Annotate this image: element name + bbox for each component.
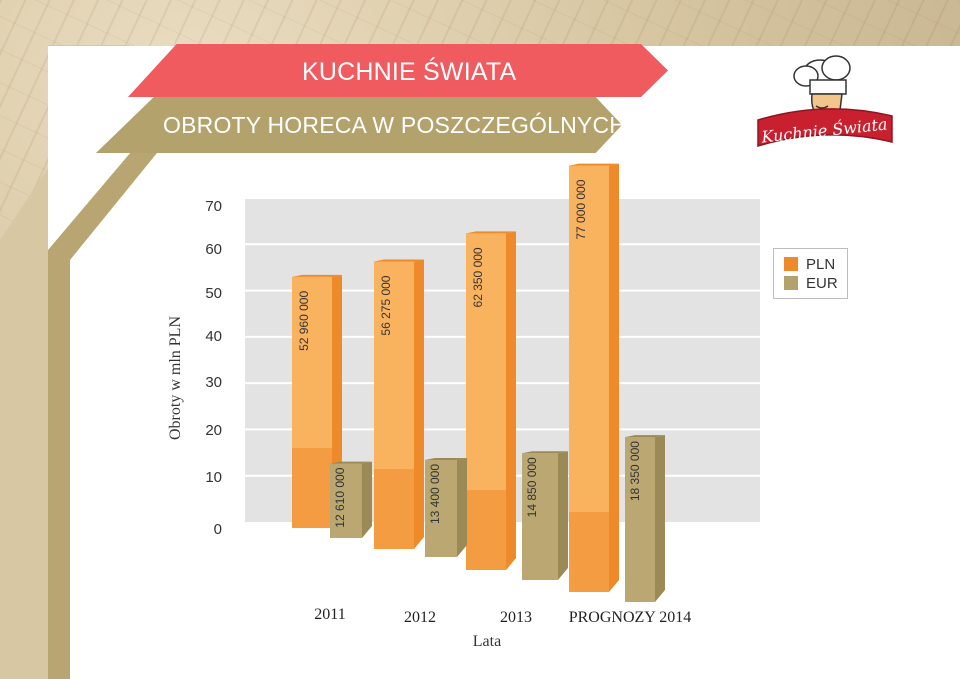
data-label: 18 350 000: [628, 441, 642, 501]
legend-item-eur: EUR: [784, 274, 838, 292]
legend-label: PLN: [806, 255, 836, 273]
y-axis-label: Obroty w mln PLN: [167, 316, 184, 440]
bar-eur: 13 400 000: [425, 457, 467, 557]
y-tick-label: 30: [205, 374, 222, 391]
legend-item-pln: PLN: [784, 255, 836, 273]
legend-swatch: [784, 276, 798, 290]
x-category-label: 2013: [500, 609, 532, 626]
bar-pln: 56 275 000: [374, 259, 424, 549]
chef-hat-icon: [793, 55, 851, 95]
data-label: 62 350 000: [471, 247, 485, 307]
bar-eur: 12 610 000: [330, 461, 372, 538]
chart-legend: PLN EUR: [773, 248, 848, 299]
x-category-label: 2011: [314, 606, 345, 623]
x-category-label: PROGNOZY 2014: [569, 609, 692, 626]
page-subtitle: OBROTY HORECA W POSZCZEGÓLNYCH LATACH: [163, 112, 722, 138]
x-axis-label: Lata: [473, 633, 501, 650]
data-label: 52 960 000: [297, 291, 311, 351]
y-tick-label: 40: [205, 328, 222, 345]
y-tick-label: 60: [205, 241, 222, 258]
legend-swatch: [784, 257, 798, 271]
y-tick-label: 20: [205, 422, 222, 439]
y-tick-label: 0: [214, 521, 222, 538]
x-category-label: 2012: [404, 609, 436, 626]
legend-label: EUR: [806, 274, 838, 292]
data-label: 14 850 000: [525, 457, 539, 517]
title-banner: [128, 44, 668, 97]
data-label: 56 275 000: [379, 275, 393, 335]
y-tick-label: 50: [205, 285, 222, 302]
bar-pln: 77 000 000: [569, 163, 619, 592]
bar-pln: 52 960 000: [292, 274, 342, 528]
y-tick-label: 10: [205, 469, 222, 486]
brand-logo: Kuchnie Świata: [757, 55, 893, 148]
data-label: 13 400 000: [428, 464, 442, 524]
bar-eur: 14 850 000: [522, 451, 568, 580]
brand-title: KUCHNIE ŚWIATA: [302, 58, 517, 86]
data-label: 77 000 000: [574, 179, 588, 239]
y-tick-label: 70: [205, 198, 222, 215]
bar-eur: 18 350 000: [625, 435, 665, 602]
data-label: 12 610 000: [333, 467, 347, 527]
bar-pln: 62 350 000: [466, 231, 516, 570]
subtitle-banner: [96, 97, 622, 153]
